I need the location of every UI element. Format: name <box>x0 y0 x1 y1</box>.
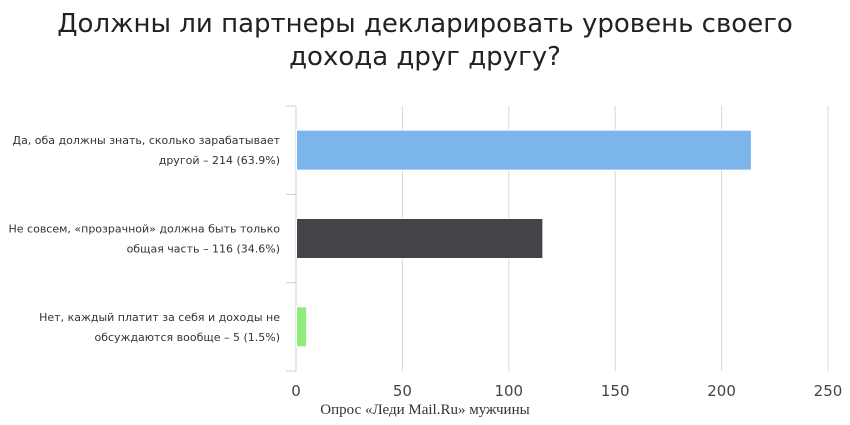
x-tick-label: 250 <box>814 382 843 400</box>
bar-2 <box>296 218 544 259</box>
category-label-2-line-2: общая часть – 116 (34.6%) <box>127 243 280 256</box>
source-note: Опрос «Леди Mail.Ru» мужчины <box>320 402 530 418</box>
x-tick-label: 200 <box>707 382 736 400</box>
category-label-3-line-2: обсуждаются вообще – 5 (1.5%) <box>94 331 280 344</box>
x-tick-label: 0 <box>291 382 301 400</box>
chart-title-line-1: Должны ли партнеры декларировать уровень… <box>57 9 793 39</box>
x-tick-label: 100 <box>494 382 523 400</box>
x-tick-label: 50 <box>393 382 412 400</box>
chart-title-line-2: дохода друг другу? <box>289 42 561 72</box>
category-label-2-line-1: Не совсем, «прозрачной» должна быть толь… <box>9 223 281 236</box>
chart-title: Должны ли партнеры декларировать уровень… <box>0 8 850 74</box>
bar-3 <box>296 306 308 348</box>
category-label-1-line-1: Да, оба должны знать, сколько зарабатыва… <box>12 134 280 147</box>
category-label-3-line-1: Нет, каждый платит за себя и доходы не <box>39 311 280 324</box>
category-label-1-line-2: другой – 214 (63.9%) <box>159 154 280 167</box>
bar-1 <box>296 129 752 171</box>
x-tick-label: 150 <box>601 382 630 400</box>
